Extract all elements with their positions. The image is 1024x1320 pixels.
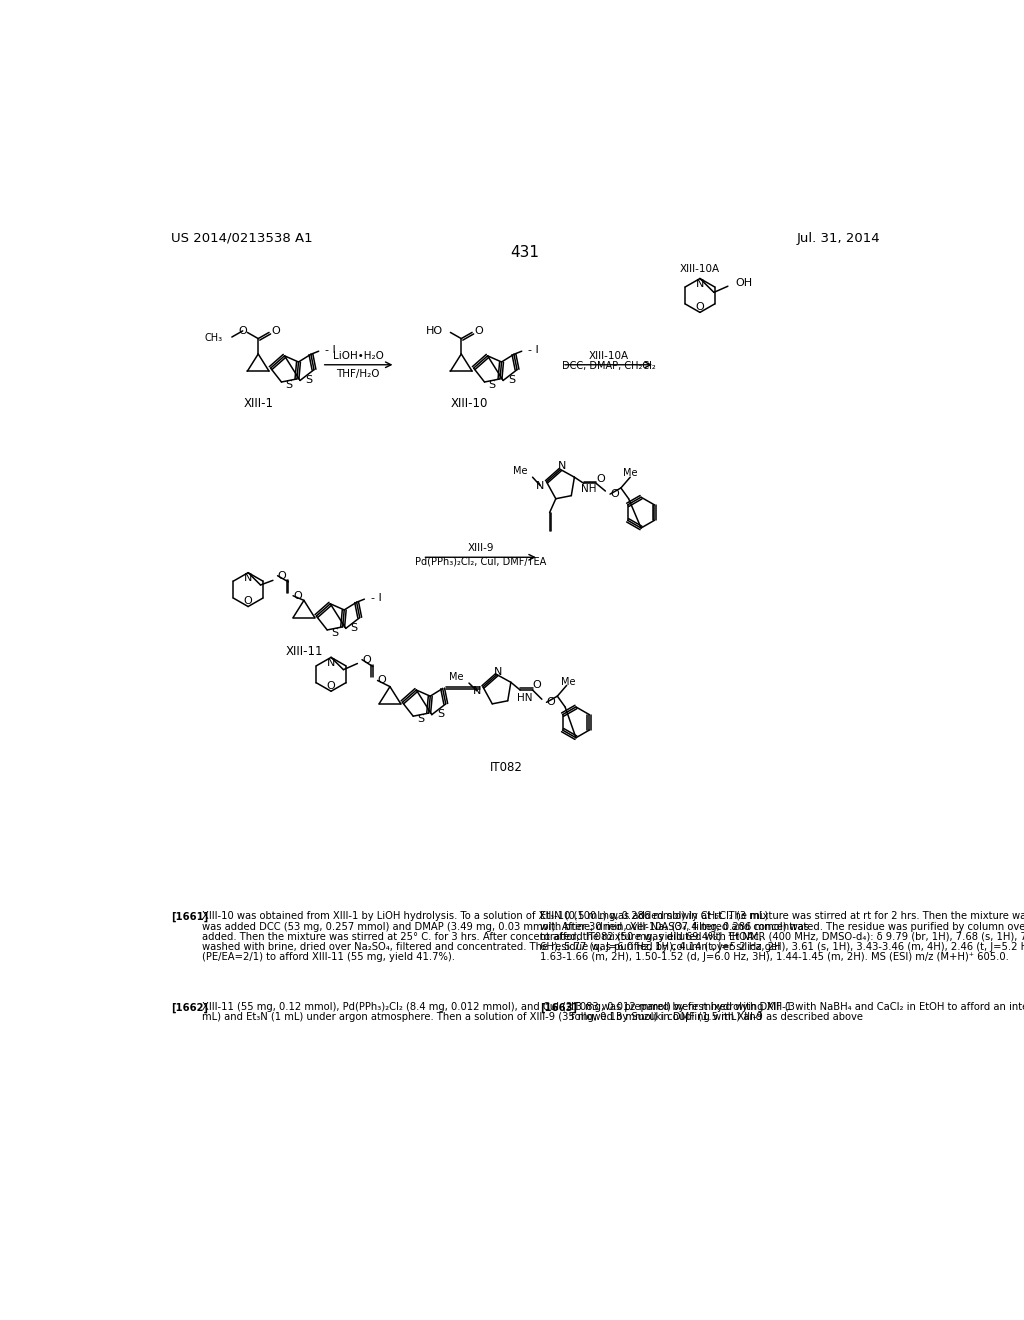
Text: S: S <box>332 628 339 638</box>
Text: 1.63-1.66 (m, 2H), 1.50-1.52 (d, J=6.0 Hz, 3H), 1.44-1.45 (m, 2H). MS (ESI) m/z : 1.63-1.66 (m, 2H), 1.50-1.52 (d, J=6.0 H… <box>541 952 1010 962</box>
Text: US 2014/0213538 A1: US 2014/0213538 A1 <box>171 231 312 244</box>
Text: XIII-10A: XIII-10A <box>589 351 629 360</box>
Text: O: O <box>362 655 371 665</box>
Text: - I: - I <box>528 345 539 355</box>
Text: with brine, dried over Na₂SO₄, filtered and concentrated. The residue was purifi: with brine, dried over Na₂SO₄, filtered … <box>541 921 1024 932</box>
Text: LiOH•H₂O: LiOH•H₂O <box>333 351 384 362</box>
Text: IT082: IT082 <box>489 760 522 774</box>
Text: NH: NH <box>581 484 596 495</box>
Text: was added DCC (53 mg, 0.257 mmol) and DMAP (3.49 mg, 0.03 mmol). After 30 min, X: was added DCC (53 mg, 0.257 mmol) and DM… <box>202 921 809 932</box>
Text: O: O <box>271 326 280 335</box>
Text: N: N <box>558 462 566 471</box>
Text: O: O <box>239 326 247 335</box>
Text: HO: HO <box>426 326 442 335</box>
Text: HN: HN <box>517 693 532 702</box>
Text: - I: - I <box>325 345 336 355</box>
Text: washed with brine, dried over Na₂SO₄, filtered and concentrated. The residue was: washed with brine, dried over Na₂SO₄, fi… <box>202 942 779 952</box>
Text: O: O <box>278 570 287 581</box>
Text: O: O <box>293 591 302 601</box>
Text: Me: Me <box>513 466 527 477</box>
Text: to afford IT082 (50 mg, yield 69.4%). ¹H NMR (400 MHz, DMSO-d₄): δ 9.79 (br, 1H): to afford IT082 (50 mg, yield 69.4%). ¹H… <box>541 932 1024 941</box>
Text: Pd(PPh₃)₂Cl₂, CuI, DMF/TEA: Pd(PPh₃)₂Cl₂, CuI, DMF/TEA <box>415 557 546 566</box>
Text: CH₃: CH₃ <box>205 333 222 343</box>
Text: XIII-10: XIII-10 <box>451 397 487 409</box>
Text: S: S <box>286 380 293 391</box>
Text: (PE/EA=2/1) to afford XIII-11 (55 mg, yield 41.7%).: (PE/EA=2/1) to afford XIII-11 (55 mg, yi… <box>202 952 455 962</box>
Text: XIII-11 (55 mg, 0.12 mmol), Pd(PPh₃)₂Cl₂ (8.4 mg, 0.012 mmol), and CuI (2.3 mg, : XIII-11 (55 mg, 0.12 mmol), Pd(PPh₃)₂Cl₂… <box>202 1002 795 1012</box>
Text: followed by Suzuki coupling with XIII-9 as described above: followed by Suzuki coupling with XIII-9 … <box>571 1012 863 1023</box>
Text: mL) and Et₃N (1 mL) under argon atmosphere. Then a solution of XIII-9 (35 mg, 0.: mL) and Et₃N (1 mL) under argon atmosphe… <box>202 1012 762 1023</box>
Text: [1663]: [1663] <box>541 1002 578 1012</box>
Text: O: O <box>610 490 618 499</box>
Text: S: S <box>351 623 357 632</box>
Text: O: O <box>378 676 386 685</box>
Text: - I: - I <box>371 593 381 603</box>
Text: Jul. 31, 2014: Jul. 31, 2014 <box>796 231 880 244</box>
Text: IT083 was prepared by first hydrolying XIII-1 with NaBH₄ and CaCl₂ in EtOH to af: IT083 was prepared by first hydrolying X… <box>571 1002 1024 1012</box>
Text: XIII-11: XIII-11 <box>285 644 323 657</box>
Text: Me: Me <box>623 467 638 478</box>
Text: 431: 431 <box>510 244 540 260</box>
Text: N: N <box>537 480 545 491</box>
Text: S: S <box>305 375 312 384</box>
Text: Et₃N (0.5 mL) was added slowly at rt. The mixture was stirred at rt for 2 hrs. T: Et₃N (0.5 mL) was added slowly at rt. Th… <box>541 911 1024 921</box>
Text: S: S <box>508 375 515 384</box>
Text: O: O <box>547 697 555 708</box>
Text: O: O <box>474 326 482 335</box>
Text: DCC, DMAP, CH₂Cl₂: DCC, DMAP, CH₂Cl₂ <box>561 362 655 371</box>
Text: O: O <box>596 474 605 483</box>
Text: Me: Me <box>450 672 464 682</box>
Text: S: S <box>488 380 496 391</box>
Text: S: S <box>437 709 443 719</box>
Text: THF/H₂O: THF/H₂O <box>337 370 380 379</box>
Text: N: N <box>495 667 503 677</box>
Text: XIII-10 was obtained from XIII-1 by LiOH hydrolysis. To a solution of XIII-10 (1: XIII-10 was obtained from XIII-1 by LiOH… <box>202 911 768 921</box>
Text: N: N <box>327 657 335 668</box>
Text: OH: OH <box>735 279 753 288</box>
Text: XIII-10A: XIII-10A <box>680 264 720 273</box>
Text: added. Then the mixture was stirred at 25° C. for 3 hrs. After concentrated, the: added. Then the mixture was stirred at 2… <box>202 932 762 941</box>
Text: Me: Me <box>561 677 575 688</box>
Text: [1662]: [1662] <box>171 1002 208 1012</box>
Text: N: N <box>472 686 481 696</box>
Text: S: S <box>418 714 425 725</box>
Text: O: O <box>695 302 705 312</box>
Text: N: N <box>695 279 705 289</box>
Text: N: N <box>244 573 252 583</box>
Text: XIII-1: XIII-1 <box>244 397 273 409</box>
Text: O: O <box>327 681 336 690</box>
Text: [1661]: [1661] <box>171 911 208 921</box>
Text: XIII-9: XIII-9 <box>467 543 494 553</box>
Text: 6H), 5.77 (q, J=6.0 Hz, 1H), 4.14 (t, J=5.2 Hz, 2H), 3.61 (s, 1H), 3.43-3.46 (m,: 6H), 5.77 (q, J=6.0 Hz, 1H), 4.14 (t, J=… <box>541 942 1024 952</box>
Text: O: O <box>532 680 542 690</box>
Text: O: O <box>244 597 253 606</box>
